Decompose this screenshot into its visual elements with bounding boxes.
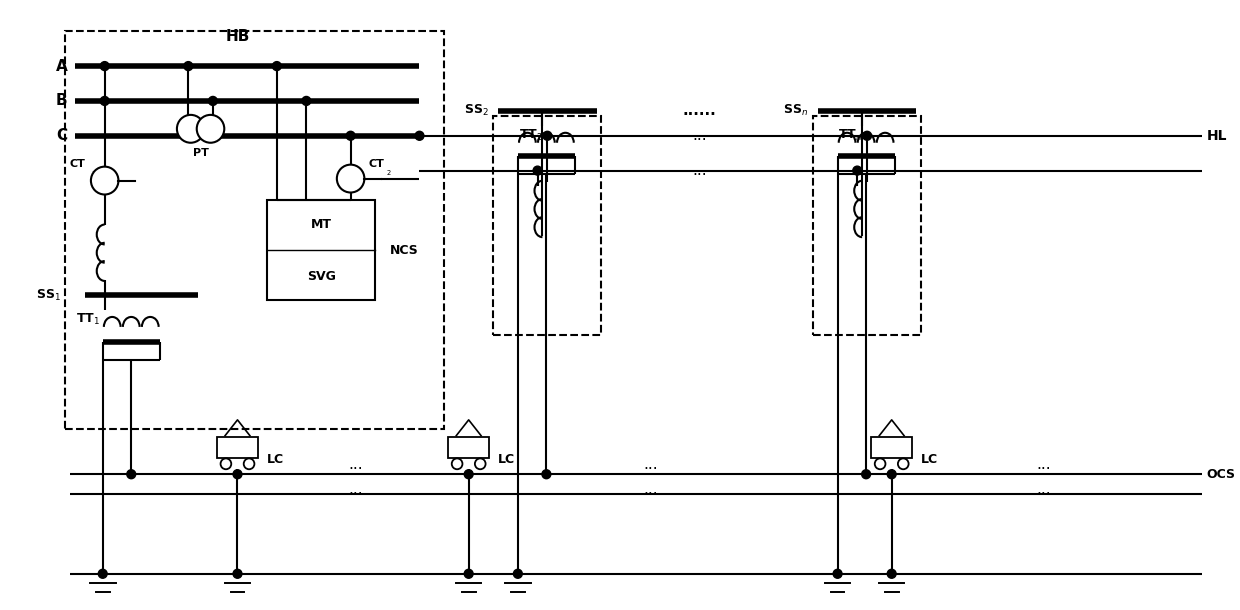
Circle shape bbox=[464, 470, 474, 479]
Text: HL: HL bbox=[1207, 129, 1226, 143]
Text: ...: ... bbox=[644, 457, 658, 472]
Circle shape bbox=[888, 569, 897, 578]
Text: LC: LC bbox=[921, 453, 939, 466]
Text: TT$_2$: TT$_2$ bbox=[518, 128, 542, 143]
Text: TT$_1$: TT$_1$ bbox=[76, 312, 99, 328]
Circle shape bbox=[543, 131, 552, 140]
Text: SVG: SVG bbox=[306, 270, 336, 282]
Text: MT: MT bbox=[310, 218, 331, 231]
Text: OCS: OCS bbox=[1207, 468, 1235, 481]
Text: ......: ...... bbox=[683, 103, 717, 118]
Circle shape bbox=[177, 115, 205, 143]
Text: SS$_2$: SS$_2$ bbox=[464, 103, 489, 118]
Circle shape bbox=[98, 569, 107, 578]
Circle shape bbox=[863, 131, 872, 140]
Text: A: A bbox=[56, 59, 67, 74]
Text: ...: ... bbox=[348, 457, 363, 472]
Text: ...: ... bbox=[1037, 457, 1052, 472]
Text: SS$_1$: SS$_1$ bbox=[36, 287, 61, 303]
Circle shape bbox=[208, 96, 217, 106]
Text: CT: CT bbox=[368, 159, 384, 168]
Circle shape bbox=[273, 62, 281, 71]
Bar bbox=[66, 31, 444, 429]
Circle shape bbox=[301, 96, 311, 106]
Bar bbox=[494, 116, 601, 335]
Text: ...: ... bbox=[644, 482, 658, 497]
Bar bbox=[267, 201, 376, 300]
Circle shape bbox=[197, 115, 224, 143]
Circle shape bbox=[874, 459, 885, 469]
Circle shape bbox=[833, 569, 842, 578]
Circle shape bbox=[337, 165, 365, 193]
Text: TT$_n$: TT$_n$ bbox=[838, 128, 862, 143]
Text: $_1$: $_1$ bbox=[91, 168, 97, 179]
Circle shape bbox=[451, 459, 463, 469]
Text: NCS: NCS bbox=[389, 244, 419, 257]
Text: PT: PT bbox=[192, 148, 208, 158]
Circle shape bbox=[126, 470, 135, 479]
Circle shape bbox=[100, 96, 109, 106]
Circle shape bbox=[346, 131, 355, 140]
Bar bbox=[813, 116, 921, 335]
Circle shape bbox=[244, 459, 254, 469]
Circle shape bbox=[233, 569, 242, 578]
Circle shape bbox=[888, 470, 897, 479]
Circle shape bbox=[862, 470, 870, 479]
Circle shape bbox=[513, 569, 522, 578]
Circle shape bbox=[221, 459, 232, 469]
Circle shape bbox=[542, 470, 551, 479]
Bar bbox=[870, 437, 913, 458]
Circle shape bbox=[853, 166, 862, 175]
Text: LC: LC bbox=[267, 453, 284, 466]
Text: ...: ... bbox=[692, 163, 707, 178]
Text: ...: ... bbox=[1037, 482, 1052, 497]
Bar bbox=[448, 437, 490, 458]
Circle shape bbox=[898, 459, 909, 469]
Circle shape bbox=[100, 62, 109, 71]
Text: B: B bbox=[56, 93, 67, 109]
Text: ...: ... bbox=[692, 128, 707, 143]
Text: LC: LC bbox=[498, 453, 516, 466]
Text: $_2$: $_2$ bbox=[386, 168, 392, 178]
Circle shape bbox=[184, 62, 192, 71]
Text: SS$_n$: SS$_n$ bbox=[782, 103, 808, 118]
Circle shape bbox=[464, 569, 474, 578]
Text: ...: ... bbox=[348, 482, 363, 497]
Circle shape bbox=[475, 459, 486, 469]
Circle shape bbox=[415, 131, 424, 140]
Circle shape bbox=[533, 166, 542, 175]
Text: HB: HB bbox=[226, 29, 249, 44]
Text: CT: CT bbox=[69, 159, 86, 168]
Text: C: C bbox=[56, 128, 67, 143]
Circle shape bbox=[233, 470, 242, 479]
Circle shape bbox=[91, 167, 119, 195]
Bar bbox=[217, 437, 258, 458]
